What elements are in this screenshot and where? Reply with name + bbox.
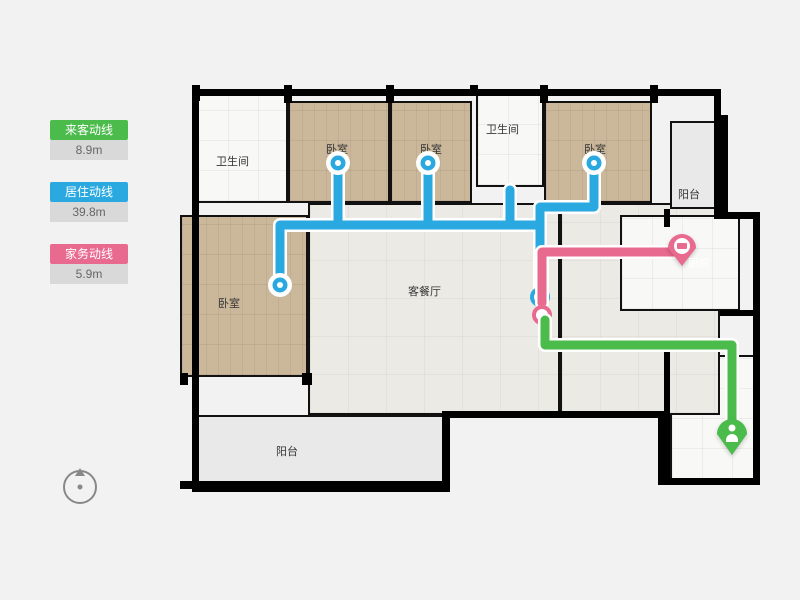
legend-living: 居住动线 39.8m (50, 182, 128, 222)
wall-stub-11 (664, 209, 670, 227)
room-label-bed3: 卧室 (584, 141, 606, 157)
room-living (308, 203, 560, 415)
room-label-bed4: 卧室 (218, 295, 240, 311)
legend: 来客动线 8.9m 居住动线 39.8m 家务动线 5.9m (50, 120, 128, 306)
wall-stub-1 (284, 85, 292, 103)
wall-stub-7 (180, 373, 188, 385)
room-label-bath1: 卫生间 (216, 153, 249, 169)
wall-stub-5 (650, 85, 658, 103)
room-balc_b (196, 415, 444, 485)
room-bed4 (180, 215, 308, 377)
room-label-balc_tr: 阳台 (678, 186, 700, 202)
legend-guest: 来客动线 8.9m (50, 120, 128, 160)
legend-living-title: 居住动线 (50, 182, 128, 202)
outer-wall-10 (753, 212, 760, 317)
room-label-bed2: 卧室 (420, 141, 442, 157)
room-label-bed1: 卧室 (326, 141, 348, 157)
legend-chore: 家务动线 5.9m (50, 244, 128, 284)
wall-stub-2 (386, 85, 394, 103)
room-kitchen (620, 215, 740, 311)
wall-stub-3 (470, 85, 478, 95)
wall-stub-6 (720, 115, 728, 215)
wall-stub-13 (720, 310, 760, 316)
wall-stub-4 (540, 85, 548, 103)
outer-wall-6 (658, 478, 760, 485)
wall-stub-12 (664, 345, 670, 485)
room-bath1 (196, 93, 288, 203)
legend-living-value: 39.8m (50, 202, 128, 222)
legend-chore-title: 家务动线 (50, 244, 128, 264)
room-label-kitchen: 厨房 (688, 255, 710, 271)
wall-stub-8 (302, 373, 312, 385)
outer-wall-1 (192, 89, 199, 489)
room-label-living: 客餐厅 (408, 283, 441, 299)
room-label-bath2: 卫生间 (486, 121, 519, 137)
legend-guest-title: 来客动线 (50, 120, 128, 140)
room-label-balc_b: 阳台 (276, 443, 298, 459)
compass-icon (63, 470, 97, 504)
outer-wall-4 (443, 411, 665, 418)
wall-stub-9 (180, 481, 450, 489)
outer-wall-7 (753, 310, 760, 485)
legend-guest-value: 8.9m (50, 140, 128, 160)
outer-wall-0 (192, 89, 718, 96)
wall-stub-0 (192, 85, 200, 101)
room-bath2 (476, 93, 544, 187)
wall-stub-10 (442, 411, 450, 485)
legend-chore-value: 5.9m (50, 264, 128, 284)
floor-plan: 卫生间卧室卧室卫生间卧室阳台卧室客餐厅阳台厨房 (180, 85, 774, 515)
